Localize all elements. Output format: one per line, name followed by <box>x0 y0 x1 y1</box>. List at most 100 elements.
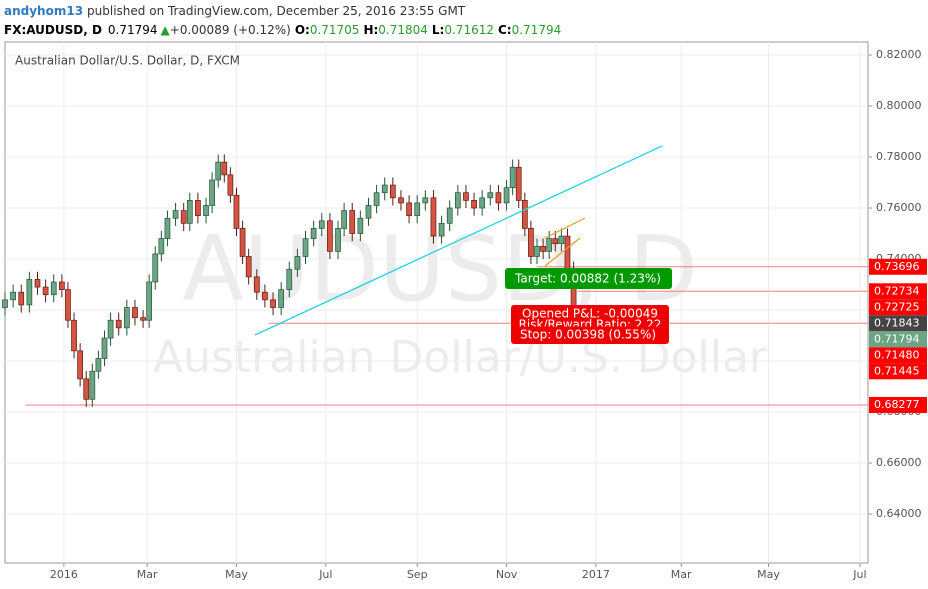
price-tag <box>869 299 927 316</box>
candle-body <box>227 174 234 196</box>
price-tag <box>869 396 927 413</box>
candle-body <box>2 299 8 308</box>
candle-body <box>546 238 553 252</box>
o: 0.71705 <box>310 23 360 37</box>
c-label: C: <box>498 23 512 37</box>
candle-body <box>373 192 380 206</box>
price-tag <box>869 331 927 348</box>
x-tick-label: Nov <box>496 568 518 581</box>
candle-body <box>552 238 559 245</box>
x-tick-label: Mar <box>671 568 692 581</box>
candle-body <box>172 210 179 219</box>
price-tag <box>869 347 927 364</box>
stop-label: Stop: 0.00398 (0.55%) <box>520 328 656 342</box>
candle-body <box>140 317 146 321</box>
candle-body <box>446 207 453 224</box>
chart-title: Australian Dollar/U.S. Dollar, D, FXCM <box>15 54 240 68</box>
candle-body <box>438 222 445 237</box>
author[interactable]: andyhom13 <box>4 4 83 18</box>
channel-upper[interactable] <box>544 217 586 239</box>
candle-body <box>152 253 159 283</box>
change: +0.00089 (+0.12%) <box>170 23 291 37</box>
candle-body <box>158 238 165 255</box>
arrow: ▲ <box>161 23 171 37</box>
candle-body <box>365 205 372 219</box>
candle-body <box>422 197 429 204</box>
y-tick-label: 0.76000 <box>876 201 922 214</box>
candle-body <box>132 307 138 319</box>
candle-body <box>89 370 96 400</box>
candle-body <box>253 276 260 293</box>
h: 0.71804 <box>378 23 428 37</box>
h-label: H: <box>363 23 378 37</box>
y-tick-label: 0.66000 <box>876 456 922 469</box>
y-tick-label: 0.64000 <box>876 507 922 520</box>
header-line: andyhom13 published on TradingView.com, D… <box>4 4 466 18</box>
price-tag-label: 0.71445 <box>874 364 920 377</box>
price-tag-label: 0.72725 <box>874 300 920 313</box>
candle-body <box>26 279 33 306</box>
x-tick-label: Sep <box>407 568 428 581</box>
candle-body <box>430 197 437 237</box>
price-tag-label: 0.73696 <box>874 260 920 273</box>
l-label: L: <box>432 23 444 37</box>
x-tick-label: Jul <box>318 568 332 581</box>
price-tag-label: 0.68277 <box>874 398 920 411</box>
candle-body <box>564 235 571 270</box>
target-label: Target: 0.00882 (1.23%) <box>514 272 661 286</box>
x-tick-label: Jul <box>852 568 866 581</box>
candle-body <box>294 256 301 270</box>
candle-body <box>65 289 71 321</box>
candle-body <box>286 268 293 290</box>
price-tag-label: 0.71480 <box>874 348 920 361</box>
candle-body <box>245 256 252 278</box>
candle-body <box>146 281 153 321</box>
candle-body <box>398 197 404 204</box>
candle-body <box>463 192 469 201</box>
channel-lower[interactable] <box>544 237 581 267</box>
y-tick-label: 0.78000 <box>876 150 922 163</box>
candle-body <box>503 187 510 204</box>
candle-body <box>327 220 333 252</box>
candle-body <box>18 291 25 306</box>
candle-body <box>349 210 356 234</box>
quote-line: FX:AUDUSD, D 0.71794 ▲+0.00089 (+0.12%) O:0… <box>4 23 561 37</box>
price-tag-label: 0.71843 <box>874 316 920 329</box>
candle-body <box>180 210 187 224</box>
symbol: FX:AUDUSD, D <box>4 23 102 37</box>
trend-line[interactable] <box>254 145 663 336</box>
candle-body <box>341 210 347 229</box>
candle-body <box>558 235 565 245</box>
watermark-sub: Australian Dollar/U.S. Dollar <box>153 332 768 383</box>
price-tag <box>869 363 927 380</box>
target-box[interactable] <box>505 268 672 289</box>
candle-body <box>540 245 546 252</box>
candle-body <box>389 184 396 199</box>
candle-body <box>335 228 341 252</box>
candle-body <box>534 245 540 257</box>
candle-body <box>495 192 502 204</box>
candle-body <box>101 337 108 359</box>
candle-body <box>115 319 122 329</box>
published: published on TradingView.com, December 2… <box>87 4 466 18</box>
x-tick-label: May <box>757 568 780 581</box>
candle-body <box>357 217 364 234</box>
candle-body <box>123 307 130 329</box>
candle-body <box>83 378 90 400</box>
candle-body <box>195 200 201 217</box>
candle-body <box>318 220 325 229</box>
candle-body <box>42 286 49 296</box>
candle-body <box>487 192 494 199</box>
candle-body <box>515 166 522 201</box>
candle-body <box>454 192 461 209</box>
candle-body <box>262 291 268 301</box>
o-label: O: <box>295 23 310 37</box>
x-tick-label: 2017 <box>582 568 610 581</box>
candle-body <box>164 217 171 239</box>
candle-body <box>77 350 83 380</box>
candle-body <box>310 228 317 239</box>
pnl-box[interactable] <box>511 305 669 344</box>
candle-body <box>406 202 412 217</box>
candle-body <box>233 194 240 229</box>
